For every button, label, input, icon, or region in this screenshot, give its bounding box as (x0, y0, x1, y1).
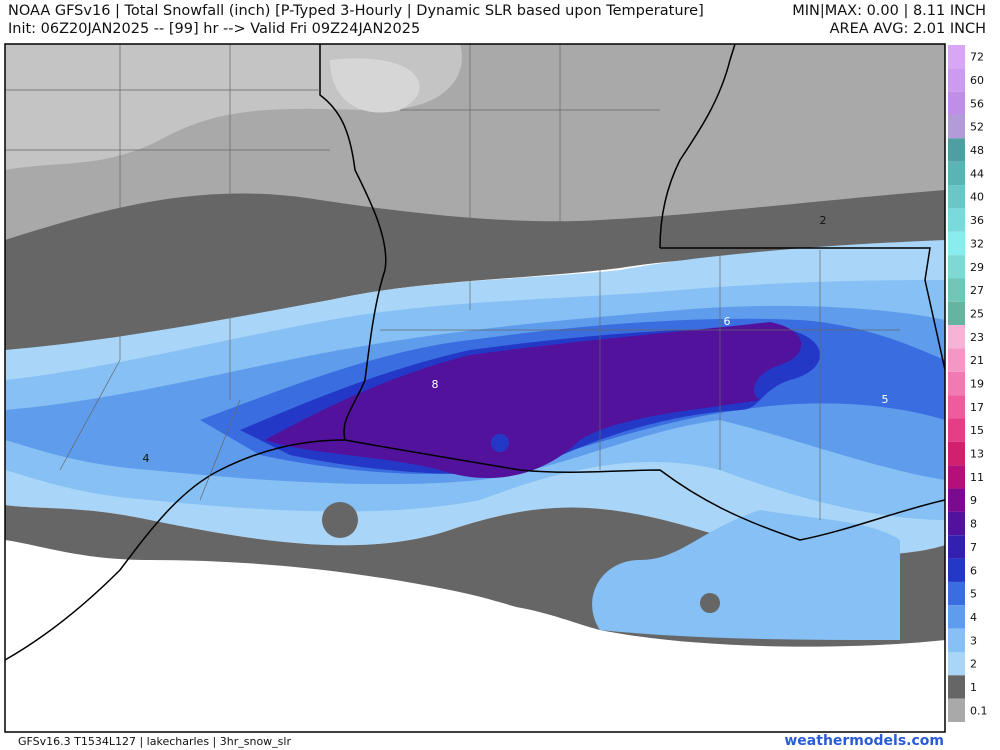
colorbar-label: 3 (970, 634, 977, 647)
state-borders (5, 44, 945, 661)
colorbar-label: 25 (970, 307, 984, 320)
colorbar-label: 21 (970, 354, 984, 367)
colorbar-label: 52 (970, 121, 984, 134)
area-average: AREA AVG: 2.01 INCH (829, 21, 986, 37)
footer-model: GFSv16.3 T1534L127 | lakecharles | 3hr_s… (18, 735, 291, 748)
colorbar-label: 11 (970, 471, 984, 484)
colorbar-swatch (948, 371, 965, 396)
colorbar-swatch (948, 605, 965, 629)
colorbar-swatch (948, 45, 965, 69)
colorbar-swatch (948, 68, 965, 92)
colorbar-swatch (948, 395, 965, 419)
colorbar-label: 48 (970, 144, 984, 157)
map-frame (4, 43, 946, 733)
contour-label: 2 (820, 214, 827, 227)
colorbar-label: 7 (970, 541, 977, 554)
colorbar-swatch (948, 301, 965, 326)
colorbar-label: 0.1 (970, 704, 988, 717)
colorbar-label: 19 (970, 378, 984, 391)
contour-label: 8 (432, 378, 439, 391)
colorbar-label: 15 (970, 424, 984, 437)
colorbar-swatch (948, 535, 965, 559)
contour-label: 4 (143, 452, 150, 465)
colorbar-swatch (948, 208, 965, 232)
colorbar-label: 27 (970, 284, 984, 297)
colorbar-label: 9 (970, 494, 977, 507)
colorbar-label: 36 (970, 214, 984, 227)
colorbar-swatch (948, 138, 965, 162)
colorbar-swatch (948, 418, 965, 442)
colorbar-label: 6 (970, 564, 977, 577)
colorbar-swatch (948, 511, 965, 536)
colorbar-swatch (948, 698, 965, 722)
colorbar-label: 5 (970, 588, 977, 601)
colorbar-swatch (948, 441, 965, 466)
colorbar-label: 29 (970, 261, 984, 274)
colorbar-swatch (948, 558, 965, 582)
min-max: MIN|MAX: 0.00 | 8.11 INCH (792, 3, 986, 19)
colorbar-label: 32 (970, 237, 984, 250)
init-time: Init: 06Z20JAN2025 -- [99] hr --> Valid … (8, 21, 421, 37)
colorbar: 7260565248444036322927252321191715131198… (948, 45, 988, 722)
colorbar-swatch (948, 115, 965, 139)
contour-labels: 2 6 8 5 4 (143, 214, 889, 465)
colorbar-label: 4 (970, 611, 977, 624)
colorbar-swatch (948, 488, 965, 512)
colorbar-swatch (948, 185, 965, 209)
colorbar-swatch (948, 278, 965, 302)
colorbar-label: 2 (970, 658, 977, 671)
colorbar-label: 40 (970, 191, 984, 204)
colorbar-swatch (948, 628, 965, 652)
colorbar-label: 56 (970, 97, 984, 110)
colorbar-label: 8 (970, 518, 977, 531)
footer-credit: weathermodels.com (784, 733, 944, 749)
colorbar-swatch (948, 255, 965, 279)
title: NOAA GFSv16 | Total Snowfall (inch) [P-T… (8, 3, 704, 19)
colorbar-swatch (948, 91, 965, 116)
contour-label: 5 (882, 393, 889, 406)
contour-label: 6 (724, 315, 731, 328)
colorbar-swatch (948, 231, 965, 256)
colorbar-swatch (948, 161, 965, 186)
colorbar-label: 72 (970, 51, 984, 64)
colorbar-label: 23 (970, 331, 984, 344)
county-borders (5, 44, 900, 520)
colorbar-swatch (948, 675, 965, 699)
colorbar-label: 17 (970, 401, 984, 414)
colorbar-label: 1 (970, 681, 977, 694)
colorbar-swatch (948, 325, 965, 349)
colorbar-label: 60 (970, 74, 984, 87)
snowfall-field (5, 44, 945, 732)
colorbar-swatch (948, 651, 965, 676)
colorbar-swatch (948, 581, 965, 606)
colorbar-label: 13 (970, 448, 984, 461)
colorbar-swatch (948, 348, 965, 372)
colorbar-label: 44 (970, 167, 984, 180)
colorbar-swatch (948, 465, 965, 489)
